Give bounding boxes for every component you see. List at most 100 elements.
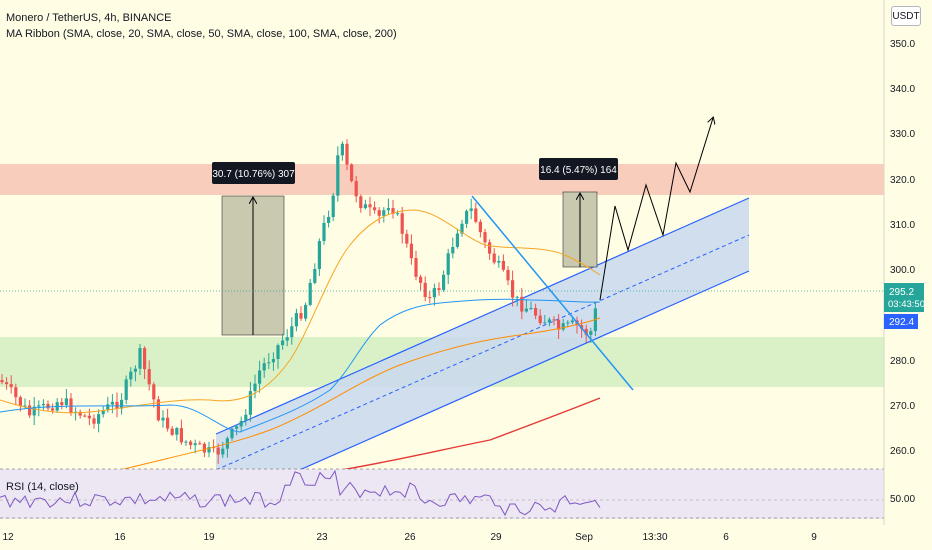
svg-text:300.0: 300.0 xyxy=(890,265,915,276)
candle-body xyxy=(129,371,133,380)
candle-body xyxy=(28,405,32,416)
candle-body xyxy=(46,403,50,409)
candle-body xyxy=(32,406,36,416)
descending-trendline xyxy=(471,195,634,391)
candle-body xyxy=(221,448,225,455)
candle-body xyxy=(101,410,105,415)
svg-text:292.4: 292.4 xyxy=(889,317,914,328)
measure-label-1: 30.7 (10.76%) 307 xyxy=(212,162,295,184)
ma-20-line xyxy=(0,209,601,414)
candle-body xyxy=(442,274,446,290)
candle-body xyxy=(368,204,372,208)
candle-body xyxy=(124,379,128,400)
rsi-legend[interactable]: RSI (14, close) xyxy=(6,481,79,493)
time-axis: 12 16 19 23 26 29 Sep 13:30 6 9 xyxy=(2,532,817,543)
channel-lower-line xyxy=(215,270,750,508)
candle-body xyxy=(152,384,156,400)
svg-text:350.0: 350.0 xyxy=(890,39,915,50)
ma-ribbon-legend[interactable]: MA Ribbon (SMA, close, 20, SMA, close, 5… xyxy=(6,28,397,40)
candle-body xyxy=(465,210,469,224)
svg-text:19: 19 xyxy=(203,532,215,543)
candle-body xyxy=(207,447,211,453)
candle-body xyxy=(51,408,55,411)
candle-body xyxy=(524,308,528,312)
candle-body xyxy=(386,208,390,211)
svg-text:320.0: 320.0 xyxy=(890,175,915,186)
candle-body xyxy=(18,397,22,406)
candle-body xyxy=(179,428,183,443)
candle-body xyxy=(189,441,193,446)
candle-body xyxy=(202,443,206,453)
ma-200-line xyxy=(329,397,601,473)
candle-body xyxy=(492,253,496,263)
candle-body xyxy=(170,428,174,435)
candle-body xyxy=(161,417,165,421)
candle-body xyxy=(451,247,455,254)
svg-text:50.00: 50.00 xyxy=(890,494,915,505)
channel-upper-line xyxy=(215,197,750,435)
rsi-line xyxy=(0,469,601,517)
svg-text:30.7 (10.76%) 307: 30.7 (10.76%) 307 xyxy=(212,169,295,180)
candle-body xyxy=(414,258,418,277)
svg-text:260.0: 260.0 xyxy=(890,446,915,457)
candle-body xyxy=(423,282,427,298)
candle-body xyxy=(23,405,27,407)
candle-body xyxy=(92,418,96,424)
candle-body xyxy=(271,359,275,363)
candle-body xyxy=(520,296,524,312)
candle-body xyxy=(5,382,9,385)
candle-body xyxy=(9,384,13,388)
rsi-pane xyxy=(0,469,884,519)
candle-body xyxy=(281,340,285,346)
candle-body xyxy=(557,319,561,330)
candle-body xyxy=(377,210,381,216)
candle-body xyxy=(267,362,271,364)
candle-body xyxy=(506,269,510,281)
candle-body xyxy=(350,164,354,181)
candle-body xyxy=(373,207,377,211)
candle-body xyxy=(299,313,303,319)
svg-text:340.0: 340.0 xyxy=(890,84,915,95)
candle-body xyxy=(156,399,160,421)
candle-body xyxy=(400,213,404,234)
candle-body xyxy=(184,441,188,443)
candle-body xyxy=(432,288,436,298)
candle-body xyxy=(60,402,64,406)
candle-body xyxy=(396,213,400,215)
candle-body xyxy=(41,403,45,406)
candle-body xyxy=(276,345,280,359)
candle-body xyxy=(322,222,326,241)
candle-body xyxy=(147,369,151,385)
svg-text:03:43:50: 03:43:50 xyxy=(888,299,925,310)
candle-body xyxy=(253,383,257,392)
candle-body xyxy=(474,208,478,222)
symbol-legend[interactable]: Monero / TetherUS, 4h, BINANCE xyxy=(6,12,172,24)
candle-body xyxy=(547,319,551,323)
candle-body xyxy=(78,411,82,416)
candle-body xyxy=(138,348,142,369)
candle-body xyxy=(584,328,588,335)
candle-body xyxy=(529,308,533,309)
candle-body xyxy=(566,322,570,324)
candle-body xyxy=(515,296,519,298)
svg-text:16.4 (5.47%) 164: 16.4 (5.47%) 164 xyxy=(540,165,617,176)
svg-text:16: 16 xyxy=(114,532,126,543)
candle-body xyxy=(175,428,179,435)
candle-body xyxy=(290,326,294,338)
candle-body xyxy=(409,243,413,259)
candle-body xyxy=(258,370,262,384)
candle-body xyxy=(327,217,331,223)
svg-text:9: 9 xyxy=(811,532,817,543)
price-axis: 350.0 340.0 330.0 320.0 310.0 300.0 280.… xyxy=(890,39,915,505)
candle-body xyxy=(543,322,547,324)
candle-body xyxy=(262,363,266,371)
candle-body xyxy=(198,443,202,445)
measure-label-2: 16.4 (5.47%) 164 xyxy=(539,158,618,180)
candle-body xyxy=(460,223,464,234)
candle-body xyxy=(340,143,344,156)
svg-text:29: 29 xyxy=(490,532,502,543)
candle-body xyxy=(115,401,119,409)
candle-body xyxy=(446,253,450,275)
currency-button[interactable]: USDT xyxy=(891,6,921,26)
